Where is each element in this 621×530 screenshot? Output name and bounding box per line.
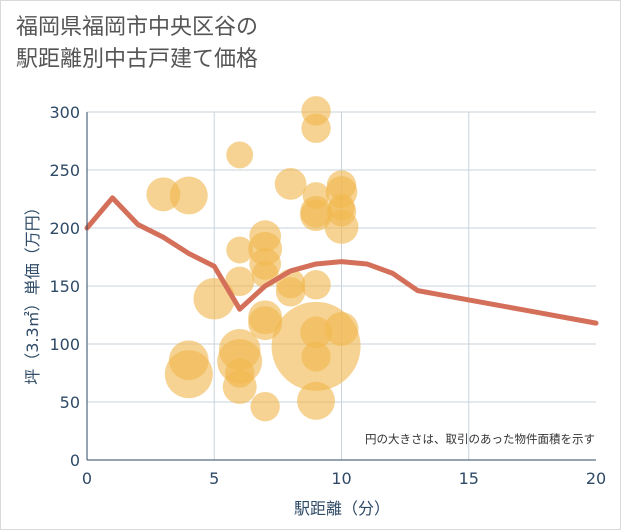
chart-title-line2: 駅距離別中古戸建て価格 [16, 47, 259, 72]
bubble-series [146, 96, 361, 422]
bubble-point [250, 391, 280, 422]
chart-title-line1: 福岡県福岡市中央区谷の [16, 15, 259, 40]
y-tick-label: 150 [49, 277, 80, 296]
x-tick-label: 15 [459, 469, 479, 488]
average-price-line [84, 195, 599, 326]
bubble-size-note: 円の大きさは、取引のあった物件面積を示す [365, 432, 595, 446]
bubble-point [226, 141, 254, 169]
y-tick-label: 100 [49, 335, 80, 354]
x-tick-label: 20 [586, 469, 606, 488]
x-tick-label: 5 [209, 469, 219, 488]
bubble-point [164, 350, 213, 399]
bubble-point [324, 311, 359, 346]
y-tick-label: 200 [49, 219, 80, 238]
bubble-point [226, 236, 254, 264]
grid-lines [87, 111, 596, 460]
y-tick-label: 250 [49, 161, 80, 180]
y-tick-label: 50 [60, 393, 80, 412]
bubble-point [301, 113, 331, 143]
bubble-point [275, 277, 306, 307]
bubble-point [301, 342, 331, 372]
y-axis-label: 坪（3.3㎡）単価（万円） [23, 199, 42, 384]
bubble-point [324, 209, 359, 244]
average-line-series [84, 195, 599, 326]
bubble-point [248, 306, 283, 341]
x-axis-label: 駅距離（分） [294, 499, 390, 518]
bubble-point [225, 266, 255, 297]
bubble-point [274, 168, 307, 200]
bubble-point [169, 176, 208, 215]
bubble-point [222, 369, 257, 404]
chart-title: 福岡県福岡市中央区谷の 駅距離別中古戸建て価格 [16, 12, 258, 76]
bubble-point [300, 199, 332, 232]
x-tick-label: 10 [331, 469, 351, 488]
y-tick-label: 300 [49, 103, 80, 122]
y-tick-label: 0 [70, 451, 80, 470]
x-tick-label: 0 [82, 469, 92, 488]
axes: 0 50 100 150 200 250 300 0 5 10 15 20 [49, 103, 606, 488]
bubble-point [297, 381, 336, 420]
bubble-point [301, 270, 331, 300]
